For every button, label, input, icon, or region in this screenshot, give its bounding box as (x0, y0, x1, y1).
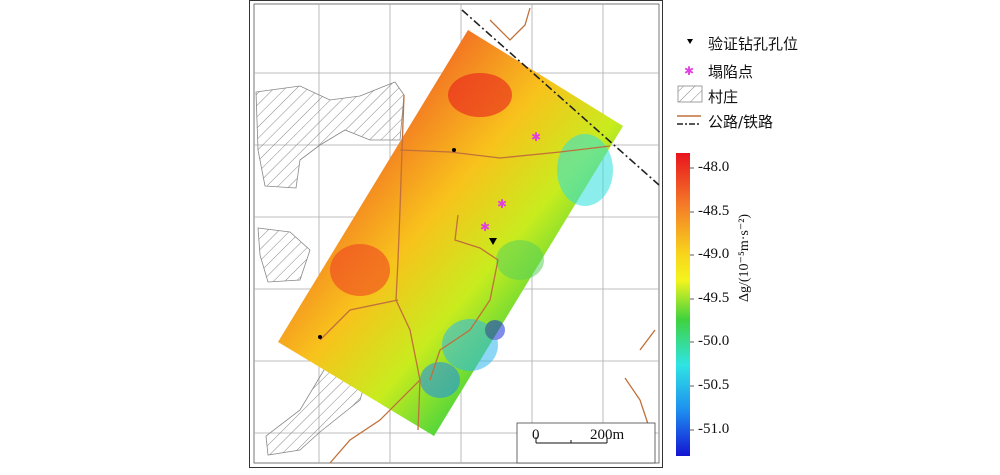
scalebar (535, 437, 608, 444)
collapse-point-marker: ✱ (497, 197, 507, 211)
scalebar-start-label: 0 (532, 427, 540, 443)
colorbar-tick-label: -51.0 (698, 421, 730, 437)
anomaly-contours (330, 73, 613, 398)
collapse-point-marker: ✱ (480, 220, 490, 234)
colorbar-tick-label: -50.0 (698, 333, 730, 349)
colorbar-tick-label: -49.5 (698, 290, 730, 306)
railway (461, 9, 660, 186)
collapse-point-marker: ✱ (531, 130, 541, 144)
road-rail-icon (677, 115, 701, 125)
star-icon: ✱ (684, 64, 694, 78)
scalebar-end-label: 200m (590, 427, 625, 443)
colorbar-tick-label: -48.5 (698, 203, 730, 219)
colorbar-tick-label: -48.0 (698, 159, 730, 175)
collapse-points: ✱ ✱ ✱ (480, 130, 541, 234)
legend-label-borehole: 验证钻孔孔位 (708, 35, 799, 53)
legend-label-road: 公路/铁路 (708, 113, 774, 131)
point-marker (318, 335, 322, 339)
legend-label-village: 村庄 (708, 88, 739, 106)
legend-label-collapse: 塌陷点 (708, 63, 754, 81)
gravity-anomaly-zone (278, 30, 623, 436)
colorbar (676, 153, 690, 456)
colorbar-tick-label: -49.0 (698, 246, 730, 262)
hatch-icon (677, 85, 703, 103)
triangle-down-icon (687, 39, 693, 44)
roads (319, 7, 656, 464)
borehole-marker (489, 238, 497, 245)
colorbar-ticks (690, 167, 694, 431)
colorbar-title: Δg/(10⁻⁵m·s⁻²) (737, 213, 752, 302)
colorbar-tick-label: -50.5 (698, 377, 730, 393)
point-marker (452, 148, 456, 152)
